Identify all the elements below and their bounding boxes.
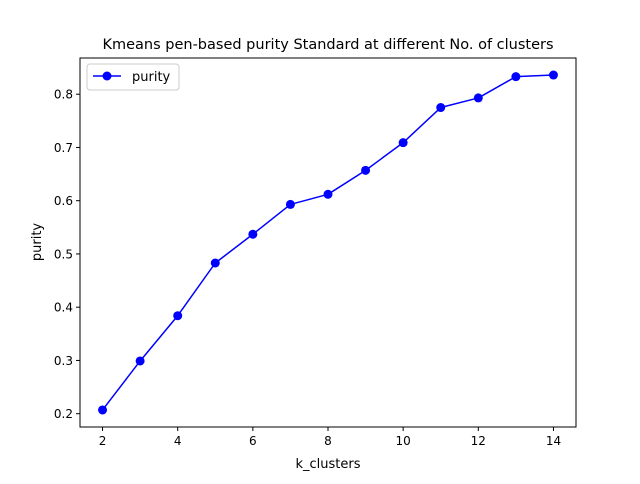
y-tick-label: 0.4 [54, 301, 73, 315]
legend-box [86, 63, 180, 91]
y-axis-label: purity [30, 223, 45, 262]
data-point [548, 70, 558, 80]
plot-frame [79, 57, 577, 428]
legend: purity [86, 63, 180, 91]
y-tick-label: 0.2 [54, 407, 73, 421]
data-point [473, 93, 483, 103]
x-tick-label: 2 [99, 434, 107, 448]
y-tick-label: 0.8 [54, 88, 73, 102]
x-tick-label: 6 [249, 434, 257, 448]
y-tick-label: 0.5 [54, 247, 73, 261]
axis-ticks: 2 4 6 8 10 12 14 0.2 0.3 0.4 0.5 0.6 0.7 0.8 [54, 88, 561, 448]
data-point [361, 165, 371, 175]
data-point [210, 258, 220, 268]
data-point [173, 311, 183, 321]
x-tick-label: 10 [396, 434, 411, 448]
x-tick-label: 12 [471, 434, 486, 448]
chart-title: Kmeans pen-based purity Standard at diff… [102, 37, 553, 53]
data-point [285, 199, 295, 209]
y-tick-label: 0.7 [54, 141, 73, 155]
data-point [98, 405, 108, 415]
x-tick-label: 8 [324, 434, 332, 448]
x-tick-label: 14 [546, 434, 561, 448]
data-point [436, 103, 446, 113]
y-tick-label: 0.3 [54, 354, 73, 368]
legend-marker-sample [102, 71, 112, 81]
x-axis-label: k_clusters [295, 457, 360, 472]
data-point [511, 72, 521, 82]
data-point [323, 189, 333, 199]
series-layer [98, 70, 558, 415]
data-point [248, 229, 258, 239]
legend-label: purity [132, 70, 171, 85]
data-point [135, 356, 145, 366]
y-tick-label: 0.6 [54, 194, 73, 208]
data-point [398, 138, 408, 148]
x-tick-label: 4 [174, 434, 182, 448]
